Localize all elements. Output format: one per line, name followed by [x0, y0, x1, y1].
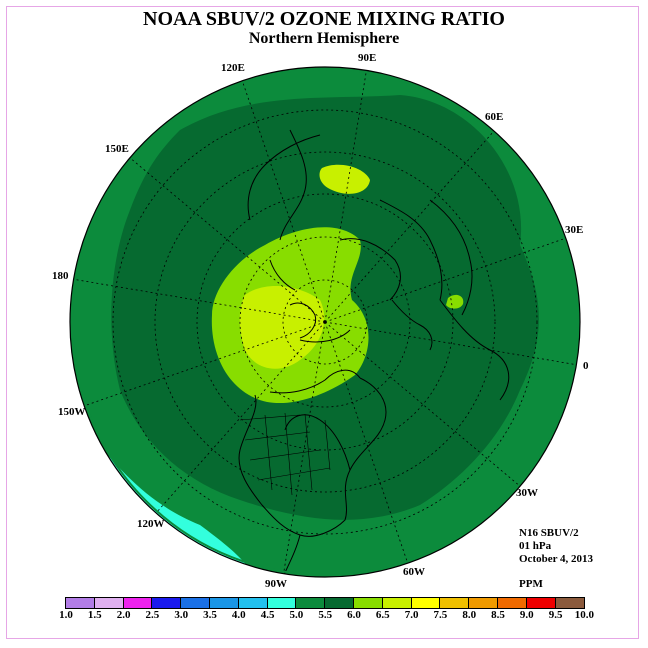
colorbar-tick-label: 2.0	[116, 609, 131, 621]
date-label: October 4, 2013	[519, 553, 594, 565]
colorbar-box	[66, 598, 95, 608]
map-title: NOAA SBUV/2 OZONE MIXING RATIO	[143, 8, 505, 30]
pressure-label: 01 hPa	[519, 540, 552, 552]
lon-label-120w: 120W	[137, 518, 165, 530]
colorbar-box	[296, 598, 326, 608]
colorbar-box	[152, 598, 182, 608]
colorbar-tick-label: 9.0	[519, 609, 534, 621]
colorbar-box	[267, 598, 297, 608]
ozone-band-6.5-7.0	[239, 285, 325, 369]
lon-label-30w: 30W	[516, 487, 538, 499]
colorbar-tick-label: 8.0	[462, 609, 477, 621]
us-state-borders	[239, 412, 331, 496]
colorbar-tick-label: 7.5	[433, 609, 448, 621]
latitude-circles	[112, 109, 538, 535]
colorbar-tick-label: 10.0	[574, 609, 595, 621]
colorbar-box	[526, 598, 556, 608]
map-subtitle: Northern Hemisphere	[248, 30, 400, 47]
colorbar-tick-label: 4.5	[260, 609, 275, 621]
lon-label-0: 0	[583, 360, 589, 372]
lon-label-90w: 90W	[265, 578, 287, 590]
colorbar-tick-label: 1.5	[87, 609, 102, 621]
map-boundary	[69, 66, 581, 578]
colorbar-box	[181, 598, 210, 608]
ozone-patch-europe	[446, 294, 464, 309]
colorbar-box	[497, 598, 527, 608]
colorbar-box	[555, 598, 585, 608]
lon-label-60e: 60E	[485, 111, 504, 123]
lon-label-60w: 60W	[403, 566, 425, 578]
colorbar-tick-label: 3.0	[174, 609, 189, 621]
lon-label-120e: 120E	[221, 62, 245, 74]
colorbar-box	[325, 598, 354, 608]
colorbar-tick-label: 2.5	[145, 609, 160, 621]
ozone-patch-east-asia	[319, 164, 370, 194]
colorbar-tick-label: 9.5	[548, 609, 563, 621]
colorbar-tick-label: 8.5	[491, 609, 505, 621]
lon-label-90e: 90E	[358, 52, 377, 64]
colorbar-tick-label: 1.0	[59, 609, 73, 621]
instrument-label: N16 SBUV/2	[519, 527, 579, 539]
colorbar-box	[469, 598, 498, 608]
colorbar-box	[238, 598, 268, 608]
colorbar-tick-label: 7.0	[404, 609, 419, 621]
unit-label: PPM	[519, 578, 543, 590]
colorbar-tick-label: 6.0	[347, 609, 361, 621]
lon-label-150w: 150W	[58, 406, 86, 418]
colorbar-box	[123, 598, 153, 608]
colorbar-tick-label: 5.0	[289, 609, 304, 621]
lon-label-180: 180	[52, 270, 69, 282]
colorbar-tick-label: 5.5	[318, 609, 333, 621]
colorbar-tick-label: 3.5	[203, 609, 217, 621]
colorbar-box	[411, 598, 441, 608]
colorbar-box	[94, 598, 124, 608]
lon-label-150e: 150E	[105, 143, 129, 155]
colorbar-tick-label: 6.5	[375, 609, 390, 621]
coastlines	[238, 129, 510, 577]
meridian-lines	[71, 67, 579, 577]
colorbar	[65, 597, 586, 609]
colorbar-box	[353, 598, 383, 608]
colorbar-box	[440, 598, 470, 608]
colorbar-box	[382, 598, 412, 608]
colorbar-box	[209, 598, 239, 608]
info-block: N16 SBUV/2 01 hPa October 4, 2013 PPM	[519, 527, 593, 591]
figure-frame	[6, 6, 639, 639]
colorbar-tick-label: 4.0	[231, 609, 246, 621]
lon-label-30e: 30E	[565, 224, 584, 236]
